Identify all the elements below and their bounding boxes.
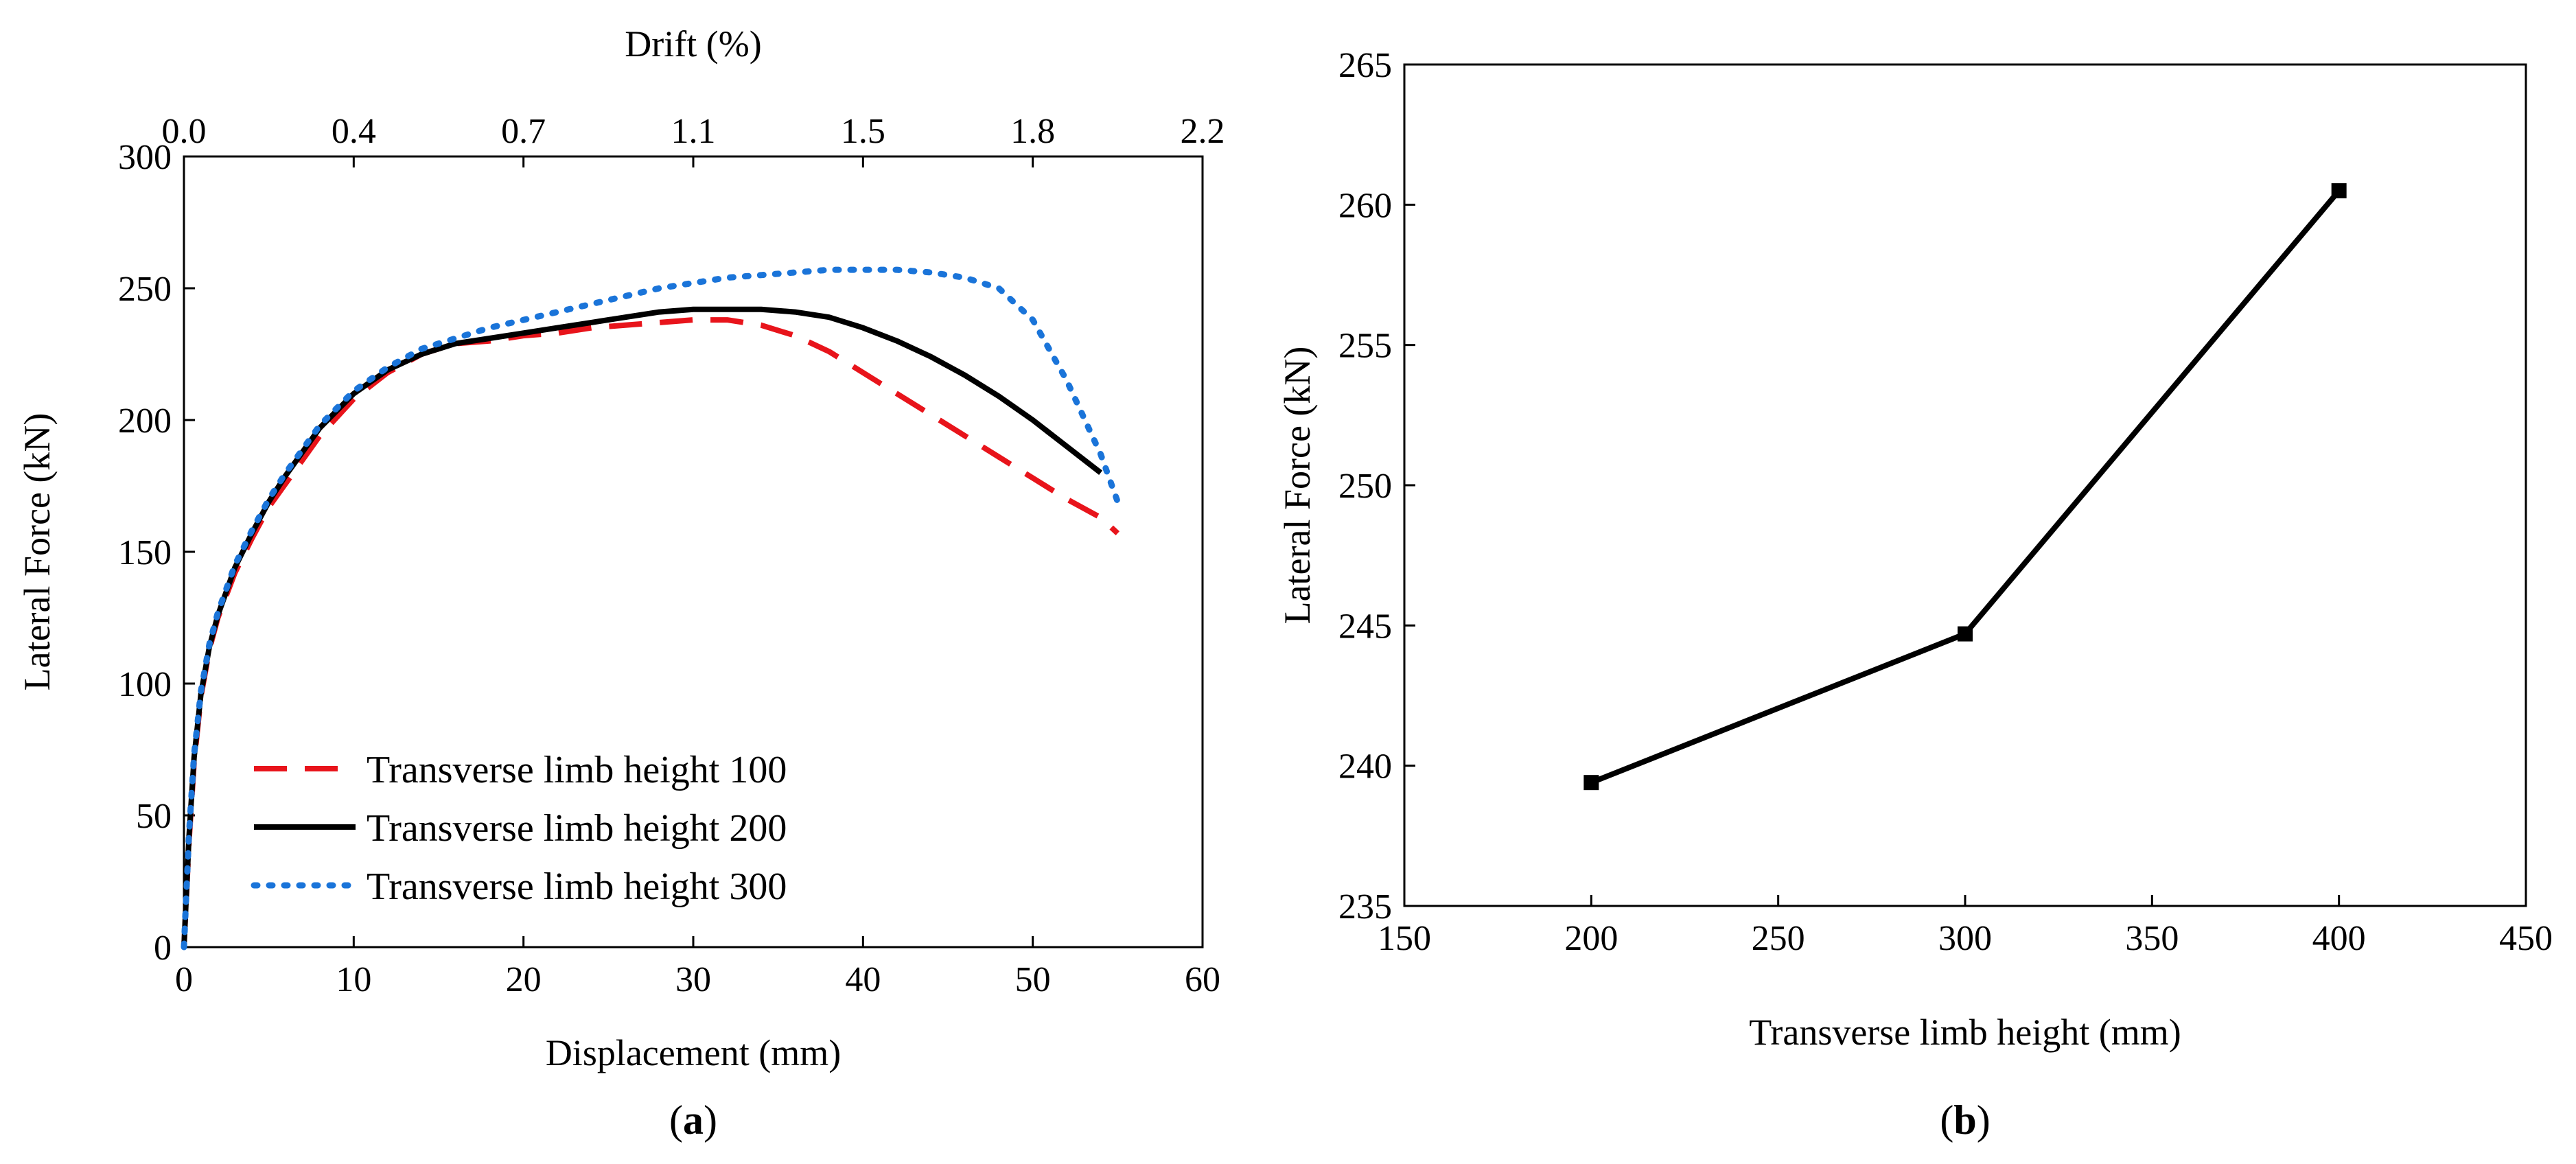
y-tick-label: 200	[118, 401, 172, 441]
x-tick-label: 450	[2499, 919, 2553, 958]
panel-caption-b: (b)	[1940, 1097, 1990, 1143]
y-tick-label: 235	[1338, 887, 1392, 927]
data-point-marker	[1958, 626, 1973, 642]
legend-label-1: Transverse limb height 100	[367, 749, 787, 791]
series-line-2	[181, 306, 1103, 948]
y-axis-label: Lateral Force (kN)	[16, 413, 58, 691]
y-tick-label: 245	[1338, 607, 1392, 646]
panel-caption-a: (a)	[669, 1097, 717, 1143]
x-tick-label: 40	[845, 960, 881, 999]
panel-label-a: a	[683, 1097, 704, 1143]
top-tick-label: 0.7	[501, 112, 546, 151]
y-tick-label: 150	[118, 533, 172, 572]
top-axis-label: Drift (%)	[625, 23, 761, 65]
top-tick-label: 0.4	[332, 112, 376, 151]
x-tick-label: 0	[175, 960, 193, 999]
x-tick-label: 60	[1185, 960, 1220, 999]
x-tick-label: 350	[2125, 919, 2179, 958]
panel-b: 150 200 250 300 350 400 450 235 240 245 250 255 260 2…	[1277, 46, 2553, 1143]
x-tick-label: 300	[1938, 919, 1992, 958]
top-tick-label: 0.0	[162, 112, 207, 151]
y-tick-label: 255	[1338, 327, 1392, 366]
x-tick-label: 400	[2312, 919, 2366, 958]
data-point-marker	[1583, 775, 1599, 791]
y-tick-label: 50	[136, 797, 172, 836]
x-axis-label: Displacement (mm)	[546, 1032, 841, 1073]
x-tick-label: 150	[1378, 919, 1431, 958]
top-tick-label: 1.5	[841, 112, 885, 151]
series-line-1	[181, 317, 1120, 948]
y-tick-label: 240	[1338, 747, 1392, 787]
y-tick-label: 250	[1338, 467, 1392, 506]
data-point-marker	[2331, 183, 2347, 198]
x-tick-label: 50	[1015, 960, 1051, 999]
top-tick-label: 2.2	[1181, 112, 1225, 151]
y-tick-label: 100	[118, 665, 172, 704]
x-tick-label: 20	[506, 960, 542, 999]
y-tick-label: 260	[1338, 186, 1392, 225]
legend-label-2: Transverse limb height 200	[367, 807, 787, 850]
y-tick-label: 0	[154, 929, 172, 968]
y-tick-label: 265	[1338, 46, 1392, 85]
x-tick-label: 200	[1564, 919, 1618, 958]
x-axis-label: Transverse limb height (mm)	[1749, 1012, 2181, 1053]
y-tick-label: 300	[118, 138, 172, 177]
series-line	[1590, 189, 2341, 785]
y-axis-label: Lateral Force (kN)	[1277, 347, 1318, 625]
top-tick-label: 1.1	[671, 112, 716, 151]
x-tick-label: 30	[675, 960, 711, 999]
series-line-3	[181, 266, 1121, 951]
top-tick-label: 1.8	[1010, 112, 1055, 151]
x-tick-label: 10	[336, 960, 371, 999]
panel-label-b: b	[1953, 1097, 1976, 1143]
plot-frame	[1403, 63, 2527, 907]
x-tick-label: 250	[1752, 919, 1805, 958]
y-tick-label: 250	[118, 270, 172, 309]
legend-label-3: Transverse limb height 300	[367, 865, 787, 908]
